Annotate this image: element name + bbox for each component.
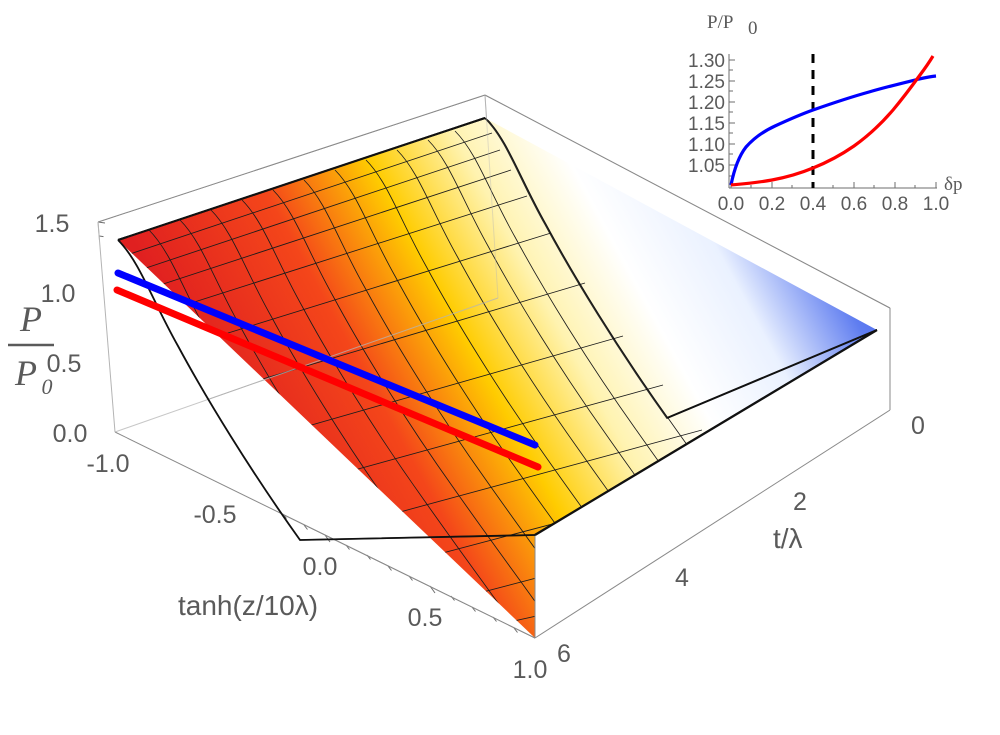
inset-y-tick-5: 1.25 [688, 72, 725, 93]
inset-x-tick-4: 0.6 [841, 194, 867, 215]
z-tick-1: 1.5 [35, 210, 70, 238]
x-tick-2: -0.5 [193, 501, 236, 529]
z-tick-2: 1.0 [41, 280, 76, 308]
z-axis-label: P P 0 [8, 299, 54, 399]
x-tick-labels: -1.0 -0.5 0.0 0.5 1.0 [86, 450, 547, 684]
bounding-box-front [97, 94, 891, 639]
inset-plot: 1.30 1.25 1.20 1.15 1.10 1.05 0.0 0.2 0.… [688, 12, 962, 215]
inset-y-axis-label-subscript: 0 [748, 18, 758, 39]
inset-x-axis-label: δp [944, 174, 962, 195]
z-axis-label-denominator: P [14, 353, 37, 393]
inset-y-tick-1: 1.05 [688, 156, 725, 177]
inset-x-tick-3: 0.4 [800, 194, 827, 215]
inset-y-axis-label: P/P 0 [707, 12, 758, 39]
inset-y-axis-label-text: P/P [707, 12, 733, 33]
z-axis-label-denominator-subscript: 0 [42, 374, 53, 399]
z-tick-4: 0.0 [53, 420, 88, 448]
z-tick-labels: 1.5 1.0 0.5 0.0 [35, 210, 88, 448]
inset-x-tick-labels: 0.0 0.2 0.4 0.6 0.8 1.0 [718, 194, 949, 215]
x-tick-5: 1.0 [513, 656, 548, 684]
inset-y-tick-4: 1.20 [688, 93, 725, 114]
z-tick-3: 0.5 [47, 350, 82, 378]
background-mask [60, 0, 1000, 735]
inset-y-tick-2: 1.10 [688, 135, 725, 156]
inset-x-tick-1: 0.0 [718, 194, 744, 215]
inset-x-tick-6: 1.0 [923, 194, 949, 215]
x-tick-4: 0.5 [408, 604, 443, 632]
reference-lines [113, 269, 542, 471]
inset-y-tick-3: 1.15 [688, 114, 725, 135]
inset-y-tick-labels: 1.30 1.25 1.20 1.15 1.10 1.05 [688, 51, 725, 177]
inset-y-tick-6: 1.30 [688, 51, 725, 72]
x-axis-label: tanh(z/10λ) [178, 590, 318, 621]
inset-x-tick-2: 0.2 [759, 194, 785, 215]
x-tick-1: -1.0 [86, 450, 129, 478]
y-tick-2: 2 [793, 488, 807, 516]
surface-silhouette [117, 117, 878, 541]
inset-y-ticks [729, 59, 735, 177]
x-tick-3: 0.0 [303, 553, 338, 581]
inset-x-tick-5: 0.8 [882, 194, 908, 215]
y-tick-4: 6 [557, 640, 571, 668]
z-axis-label-numerator: P [19, 299, 42, 339]
y-tick-1: 0 [911, 412, 925, 440]
y-tick-labels: 0 2 4 6 [557, 412, 925, 668]
y-tick-3: 4 [675, 564, 689, 592]
inset-red-curve [730, 55, 935, 187]
blue-reference-line [114, 269, 539, 449]
y-axis-label: t/λ [773, 523, 803, 554]
red-reference-line [113, 286, 542, 471]
